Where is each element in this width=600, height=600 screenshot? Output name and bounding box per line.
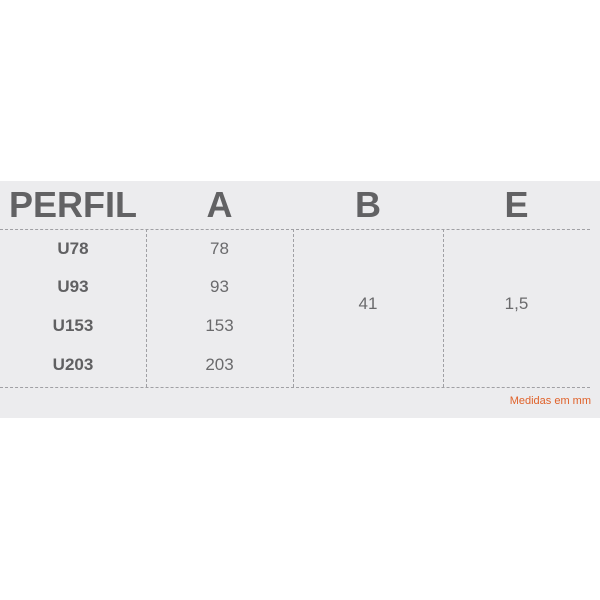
column-divider [443,229,444,387]
dimensions-table [0,181,600,418]
column-divider [146,229,147,387]
units-note: Medidas em mm [509,395,591,407]
perfil-cell: U78 [57,239,89,258]
header-e: E [504,184,529,225]
a-cell: 93 [210,277,229,296]
bottom-divider [0,387,590,388]
header-perfil: PERFIL [8,184,137,225]
a-cell: 78 [210,239,229,258]
a-cell: 203 [205,355,234,374]
header-a: A [206,184,233,225]
perfil-cell: U153 [52,316,94,335]
b-cell: 41 [358,294,378,313]
header-b: B [355,184,381,225]
column-divider [293,229,294,387]
e-cell: 1,5 [504,294,529,313]
perfil-cell: U93 [57,277,89,296]
perfil-cell: U203 [52,355,94,374]
header-divider [0,229,590,230]
a-cell: 153 [205,316,234,335]
